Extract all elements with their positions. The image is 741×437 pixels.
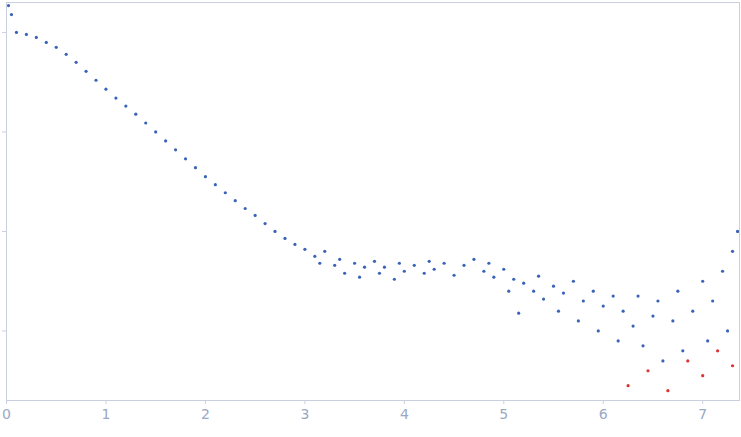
svg-text:0: 0 xyxy=(2,406,11,422)
svg-text:6: 6 xyxy=(599,406,608,422)
svg-text:3: 3 xyxy=(300,406,309,422)
svg-text:1: 1 xyxy=(101,406,110,422)
svg-text:4: 4 xyxy=(400,406,409,422)
svg-text:7: 7 xyxy=(698,406,707,422)
svg-text:2: 2 xyxy=(201,406,210,422)
svg-text:5: 5 xyxy=(499,406,508,422)
